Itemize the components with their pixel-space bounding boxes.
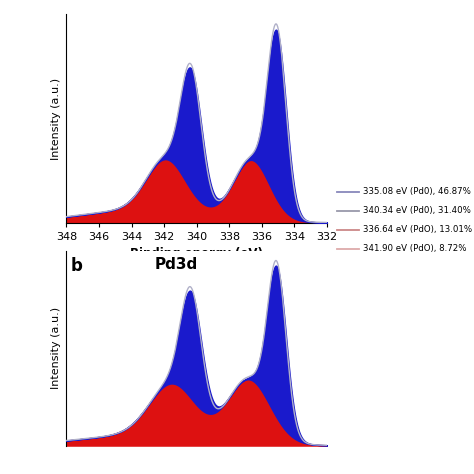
Y-axis label: Intensity (a.u.): Intensity (a.u.) bbox=[51, 307, 61, 390]
Text: 340.34 eV (Pd0), 31.40%: 340.34 eV (Pd0), 31.40% bbox=[363, 207, 471, 215]
Text: 335.08 eV (Pd0), 46.87%: 335.08 eV (Pd0), 46.87% bbox=[363, 188, 471, 196]
X-axis label: Binding energy (eV): Binding energy (eV) bbox=[130, 247, 263, 260]
Text: b: b bbox=[70, 257, 82, 275]
Text: 341.90 eV (PdO), 8.72%: 341.90 eV (PdO), 8.72% bbox=[363, 245, 466, 253]
Text: 336.64 eV (PdO), 13.01%: 336.64 eV (PdO), 13.01% bbox=[363, 226, 472, 234]
Text: Pd3d: Pd3d bbox=[154, 257, 198, 272]
Y-axis label: Intensity (a.u.): Intensity (a.u.) bbox=[51, 77, 61, 160]
